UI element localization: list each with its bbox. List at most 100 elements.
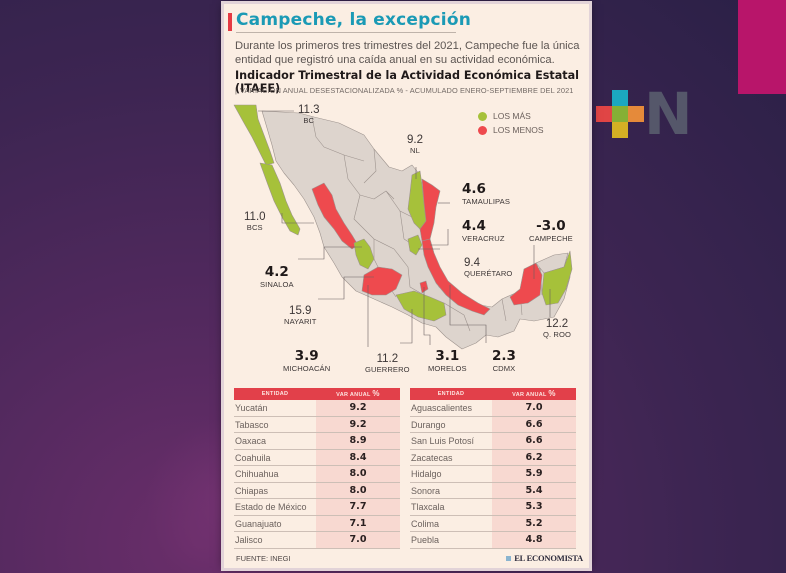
- entity-cell: Tabasco: [235, 419, 269, 430]
- table-row: Puebla 4.8: [410, 532, 576, 549]
- entity-cell: Jalisco: [235, 535, 263, 545]
- value-cell: 5.3: [492, 499, 576, 515]
- table-row: Estado de México 7.7: [234, 499, 400, 516]
- brand-square-icon: [506, 555, 512, 561]
- entity-cell: Guanajuato: [235, 518, 282, 529]
- entity-cell: Yucatán: [235, 403, 268, 413]
- legend-item-most: LOS MÁS: [478, 109, 544, 123]
- mexico-map: [233, 104, 573, 350]
- brand-name: EL ECONOMISTA: [514, 553, 583, 563]
- entity-cell: Estado de México: [235, 502, 307, 512]
- subtitle-text: VARIACIÓN ANUAL DESESTACIONALIZADA % - A…: [240, 86, 574, 95]
- logo-cross-top: [612, 90, 628, 106]
- legend-dot-green-icon: [478, 111, 487, 121]
- legend-label-most: LOS MÁS: [493, 111, 531, 121]
- table-row: Chiapas 8.0: [234, 482, 400, 499]
- value-cell: 7.0: [316, 532, 400, 548]
- entity-cell: Colima: [411, 518, 440, 529]
- table-row: Tlaxcala 5.3: [410, 499, 576, 516]
- table-row: Zacatecas 6.2: [410, 449, 576, 466]
- legend-item-least: LOS MENOS: [478, 123, 544, 137]
- map-label-qroo: 12.2 Q. ROO: [543, 318, 572, 339]
- title-row: Campeche, la excepción: [224, 10, 589, 34]
- value-cell: 7.7: [316, 499, 400, 515]
- entity-cell: Aguascalientes: [411, 403, 473, 413]
- logo-letter: N: [644, 80, 693, 148]
- map-label-morelos: 3.1 MORELOS: [428, 348, 467, 374]
- value-cell: 9.2: [316, 416, 400, 432]
- value-cell: 4.8: [492, 532, 576, 548]
- title-accent-bar: [228, 13, 232, 31]
- map-label-cdmx: 2.3 CDMX: [492, 348, 516, 374]
- table-row: San Luis Potosí 6.6: [410, 433, 576, 450]
- value-cell: 8.9: [316, 433, 400, 449]
- logo-cross-bottom: [612, 122, 628, 138]
- map-label-sinaloa: 4.2 SINALOA: [260, 264, 294, 290]
- map-state-bcs: [259, 162, 301, 236]
- column-header-value: VAR ANUAL %: [336, 389, 380, 398]
- map-state-michoacan: [361, 266, 403, 296]
- table-row: Tabasco 9.2: [234, 416, 400, 433]
- entity-cell: Chihuahua: [235, 469, 279, 479]
- value-cell: 6.6: [492, 416, 576, 432]
- table-right-header: ENTIDAD VAR ANUAL %: [410, 388, 576, 400]
- column-header-entity: ENTIDAD: [437, 391, 465, 397]
- table-row: Coahuila 8.4: [234, 449, 400, 466]
- map-label-nayarit: 15.9 NAYARIT: [284, 305, 317, 326]
- value-cell: 5.4: [492, 482, 576, 498]
- map-label-guerrero: 11.2 GUERRERO: [365, 353, 410, 374]
- value-cell: 8.4: [316, 449, 400, 465]
- map-state-bc: [233, 104, 275, 166]
- title-divider: [236, 32, 456, 33]
- entity-cell: Hidalgo: [411, 469, 442, 479]
- entity-cell: Zacatecas: [411, 452, 453, 463]
- table-row: Guanajuato 7.1: [234, 515, 400, 532]
- value-cell: 6.6: [492, 433, 576, 449]
- map-label-campeche: -3.0 CAMPECHE: [529, 218, 573, 244]
- intro-text: Durante los primeros tres trimestres del…: [235, 40, 580, 66]
- legend-label-least: LOS MENOS: [493, 125, 544, 135]
- logo-cross-left: [596, 106, 612, 122]
- table-left: ENTIDAD VAR ANUAL % Yucatán 9.2 Tabasco 9.…: [234, 388, 400, 549]
- indicator-subtitle: | VARIACIÓN ANUAL DESESTACIONALIZADA % - …: [235, 86, 574, 95]
- logo-cross-center: [612, 106, 628, 122]
- legend-dot-red-icon: [478, 125, 487, 135]
- map-label-nl: 9.2 NL: [407, 134, 423, 155]
- logo-cross-right: [628, 106, 644, 122]
- value-cell: 7.0: [492, 400, 576, 416]
- source-note: FUENTE: INEGI: [236, 554, 291, 563]
- publisher-brand: EL ECONOMISTA: [506, 553, 583, 563]
- map-label-veracruz: 4.4 VERACRUZ: [462, 218, 505, 244]
- map-state-veracruz: [421, 238, 491, 316]
- map-state-queretaro: [407, 234, 423, 256]
- entity-cell: Puebla: [411, 535, 440, 545]
- map-legend: LOS MÁS LOS MENOS: [478, 109, 544, 137]
- entity-cell: Oaxaca: [235, 436, 267, 446]
- entity-cell: Tlaxcala: [411, 502, 445, 512]
- map-state-guerrero: [395, 290, 447, 322]
- map-label-bcs: 11.0 BCS: [244, 211, 266, 232]
- brand-logo: N: [596, 80, 700, 148]
- table-row: Sonora 5.4: [410, 482, 576, 499]
- table-row: Jalisco 7.0: [234, 532, 400, 549]
- table-row: Oaxaca 8.9: [234, 433, 400, 450]
- entity-cell: Chiapas: [235, 485, 269, 496]
- map-state-qroo: [541, 250, 573, 306]
- value-cell: 5.2: [492, 515, 576, 531]
- map-label-bc: 11.3 BC: [298, 104, 320, 125]
- map-label-michoacan: 3.9 MICHOACÁN: [283, 348, 331, 374]
- column-header-entity: ENTIDAD: [261, 391, 289, 397]
- table-right: ENTIDAD VAR ANUAL % Aguascalientes 7.0 Du…: [410, 388, 576, 549]
- value-cell: 5.9: [492, 466, 576, 482]
- value-cell: 7.1: [316, 515, 400, 531]
- map-label-queretaro: 9.4 QUERÉTARO: [464, 257, 513, 278]
- table-row: Yucatán 9.2: [234, 400, 400, 417]
- table-row: Durango 6.6: [410, 416, 576, 433]
- table-row: Chihuahua 8.0: [234, 466, 400, 483]
- map-state-nayarit: [353, 238, 375, 270]
- subtitle-pipe: |: [235, 86, 238, 95]
- table-row: Colima 5.2: [410, 515, 576, 532]
- page-title: Campeche, la excepción: [236, 10, 472, 30]
- column-header-value: VAR ANUAL %: [512, 389, 556, 398]
- entity-cell: Coahuila: [235, 452, 271, 463]
